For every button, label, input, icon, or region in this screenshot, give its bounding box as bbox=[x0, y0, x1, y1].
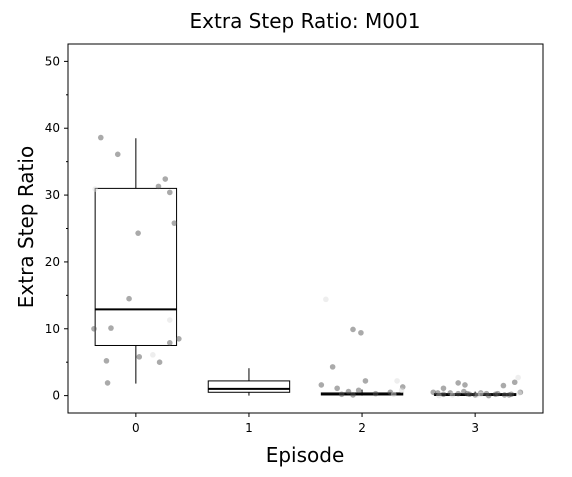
data-point bbox=[508, 391, 515, 398]
x-tick-label: 2 bbox=[358, 421, 366, 435]
x-axis-label: Episode bbox=[266, 443, 345, 467]
box bbox=[94, 187, 178, 346]
x-tick-label: 0 bbox=[132, 421, 140, 435]
y-tick-label: 30 bbox=[45, 188, 60, 202]
data-point bbox=[435, 390, 441, 396]
data-point bbox=[358, 329, 364, 336]
data-point bbox=[515, 374, 521, 381]
x-tick-label: 1 bbox=[245, 421, 253, 435]
data-point bbox=[104, 380, 111, 386]
data-point bbox=[114, 151, 121, 158]
data-point bbox=[103, 358, 110, 364]
data-point bbox=[516, 390, 523, 396]
data-point bbox=[477, 391, 484, 398]
data-point bbox=[440, 385, 447, 392]
box bbox=[207, 380, 291, 393]
data-point bbox=[350, 326, 356, 333]
data-point bbox=[323, 296, 329, 303]
data-point bbox=[501, 392, 508, 398]
data-point bbox=[362, 378, 369, 384]
data-point bbox=[485, 392, 492, 399]
data-point bbox=[500, 382, 507, 389]
y-tick-label: 0 bbox=[52, 389, 60, 403]
data-point bbox=[494, 390, 501, 397]
y-tick-label: 50 bbox=[45, 54, 60, 68]
y-axis-label: Extra Step Ratio bbox=[14, 146, 38, 308]
x-tick-label: 3 bbox=[471, 421, 479, 435]
data-point bbox=[166, 189, 173, 196]
data-point bbox=[372, 390, 379, 397]
data-point bbox=[355, 387, 362, 394]
data-point bbox=[171, 220, 178, 226]
data-point bbox=[440, 391, 447, 398]
data-point bbox=[338, 391, 345, 398]
chart-title: Extra Step Ratio: M001 bbox=[190, 9, 421, 33]
plot-area: 0 10 20 30 40 50 0 1 2 3 bbox=[45, 43, 544, 435]
data-point bbox=[350, 392, 356, 398]
y-tick-label: 10 bbox=[45, 322, 60, 336]
data-point bbox=[345, 388, 352, 395]
data-point bbox=[511, 379, 518, 386]
data-point bbox=[430, 389, 437, 396]
data-point bbox=[156, 359, 163, 365]
data-point bbox=[334, 385, 340, 392]
data-point bbox=[462, 382, 468, 388]
data-point bbox=[329, 364, 336, 370]
data-point bbox=[150, 352, 156, 358]
data-point bbox=[91, 325, 97, 332]
data-point bbox=[472, 392, 478, 398]
data-point bbox=[176, 335, 182, 342]
y-tick-label: 40 bbox=[45, 121, 60, 135]
data-point bbox=[155, 183, 162, 190]
data-point bbox=[318, 382, 325, 388]
data-point bbox=[455, 390, 461, 397]
data-point bbox=[126, 295, 132, 302]
y-tick-label: 20 bbox=[45, 255, 60, 269]
data-point bbox=[398, 387, 405, 394]
data-point bbox=[449, 392, 456, 398]
data-point bbox=[162, 176, 169, 182]
data-point bbox=[390, 391, 397, 398]
data-point bbox=[166, 317, 173, 323]
data-point bbox=[136, 354, 143, 360]
data-point bbox=[135, 230, 141, 236]
data-point bbox=[455, 380, 461, 386]
data-point bbox=[464, 390, 471, 397]
data-point bbox=[92, 186, 98, 192]
data-point bbox=[166, 340, 173, 346]
data-point bbox=[97, 134, 104, 141]
data-point bbox=[108, 325, 114, 331]
data-point bbox=[394, 378, 400, 384]
